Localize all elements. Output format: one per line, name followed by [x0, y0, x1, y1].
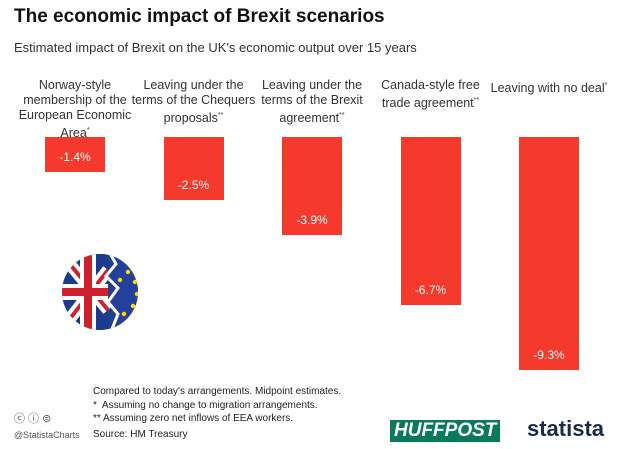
value-label: -3.9%	[296, 212, 328, 227]
chart-subtitle: Estimated impact of Brexit on the UK's e…	[14, 40, 417, 55]
category-note: **	[217, 112, 224, 119]
category-text: Leaving with no deal	[490, 81, 605, 96]
bar	[45, 137, 105, 172]
bar	[400, 137, 461, 305]
category-label: Leaving under the terms of the Brexit ag…	[250, 78, 374, 126]
category-note: *	[604, 82, 608, 89]
value-label: -6.7%	[414, 282, 447, 297]
category-text: Leaving under the terms of the Chequers …	[131, 78, 256, 126]
category-note: **	[339, 112, 345, 119]
category-note: *	[86, 127, 90, 134]
bar	[163, 137, 224, 200]
bar	[519, 137, 579, 370]
category-label: Canada-style free trade agreement**	[369, 78, 493, 111]
category-label: Leaving with no deal*	[487, 78, 611, 96]
bar	[282, 137, 342, 235]
value-label: -2.5%	[177, 177, 210, 192]
footnote: ** Assuming zero net inflows of EEA work…	[93, 413, 294, 424]
statista-logo: statista	[527, 416, 605, 441]
category-label: Leaving under the terms of the Chequers …	[132, 78, 256, 126]
huffpost-logo: HUFFPOST	[390, 420, 501, 442]
category-text: Canada-style free trade agreement	[381, 78, 480, 111]
category-label: Norway-style membership of the European …	[13, 78, 137, 141]
flag-icon	[62, 254, 138, 330]
footnote: * Assuming no change to migration arrang…	[93, 400, 318, 411]
footnote: Compared to today's arrangements. Midpoi…	[93, 386, 342, 397]
value-label: -9.3%	[533, 347, 565, 362]
chart-title: The economic impact of Brexit scenarios	[14, 6, 385, 27]
footnote: Source: HM Treasury	[93, 429, 188, 440]
category-text: Leaving under the terms of the Brexit ag…	[261, 78, 363, 126]
value-label: -1.4%	[59, 150, 91, 164]
license-icons: ⓒ ⓘ ⊜	[14, 413, 52, 425]
category-text: Norway-style membership of the European …	[18, 78, 132, 141]
category-note: **	[473, 97, 480, 104]
handle: @StatistaCharts	[14, 430, 80, 440]
